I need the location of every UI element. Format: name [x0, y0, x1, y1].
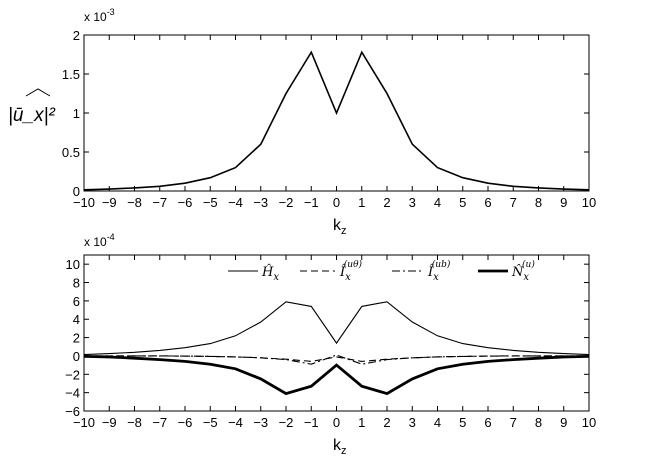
top-y-tick-label: 0.5: [62, 145, 80, 160]
bottom-x-tick-label: 3: [409, 415, 416, 430]
bottom-y-tick-label: −4: [65, 386, 80, 401]
top-y-tick-label: 0: [73, 184, 80, 199]
bottom-x-tick-label: −6: [178, 415, 193, 430]
top-line-group: [83, 50, 590, 191]
bottom-y-tick-label: −6: [65, 404, 80, 419]
top-x-tick-label: −1: [304, 195, 319, 210]
legend-label-n: N̂x(u): [511, 259, 535, 283]
bottom-x-tick-label: 10: [582, 415, 596, 430]
top-y-axis-label: |ū_x|²: [8, 88, 56, 126]
legend-label-i-ub: Îx(ub): [427, 259, 451, 283]
top-x-tick-label: 9: [560, 195, 567, 210]
top-x-tick-label: 8: [535, 195, 542, 210]
bottom-x-tick-label: 1: [358, 415, 365, 430]
top-x-tick-label: 2: [383, 195, 390, 210]
top-x-tick-label: 1: [358, 195, 365, 210]
bottom-tick-group: −10 −9 −8 −7 −6 −5 −4 −3 −2 −1 0 1 2 3 4 5 6 7 8 9 10−6−4−20…: [65, 255, 596, 430]
bottom-x-tick-label: −8: [127, 415, 142, 430]
bottom-x-tick-label: −7: [152, 415, 167, 430]
bottom-x-tick-label: −3: [253, 415, 268, 430]
bottom-x-tick-label: −4: [228, 415, 243, 430]
top-x-tick-label: −10: [73, 195, 95, 210]
legend: Ĥx Îx(uθ) Îx(ub) N̂x(u): [228, 259, 535, 283]
bottom-x-tick-label: 2: [383, 415, 390, 430]
top-y-axis-label-hat: [25, 88, 51, 97]
bottom-x-tick-label: 6: [484, 415, 491, 430]
top-x-tick-label: −2: [279, 195, 294, 210]
top-x-tick-label: −4: [228, 195, 243, 210]
bottom-y-tick-label: 4: [73, 312, 80, 327]
top-y-multiplier: x 10-3: [84, 7, 115, 24]
bottom-y-tick-label: 6: [73, 294, 80, 309]
bottom-y-tick-label: 8: [73, 276, 80, 291]
bottom-x-tick-label: 5: [459, 415, 466, 430]
bottom-x-tick-label: −9: [102, 415, 117, 430]
bottom-panel: −10 −9 −8 −7 −6 −5 −4 −3 −2 −1 0 1 2 3 4 5 6 7 8 9 10−6−4−20…: [65, 232, 596, 457]
bottom-y-tick-label: 2: [73, 331, 80, 346]
bottom-x-tick-label: −1: [304, 415, 319, 430]
top-x-tick-label: −8: [127, 195, 142, 210]
bottom-x-tick-label: 7: [510, 415, 517, 430]
bottom-x-tick-label: −5: [203, 415, 218, 430]
bottom-x-tick-label: 4: [434, 415, 441, 430]
bottom-y-multiplier: x 10-4: [84, 232, 115, 249]
bottom-x-tick-label: 0: [333, 415, 340, 430]
top-series-line-0: [83, 50, 590, 191]
bottom-series-line-3: [83, 355, 590, 396]
top-x-tick-label: −3: [253, 195, 268, 210]
top-y-axis-label-text: |ū_x|²: [8, 105, 56, 126]
bottom-y-tick-label: 0: [73, 349, 80, 364]
bottom-x-tick-label: −2: [279, 415, 294, 430]
bottom-y-tick-label: 10: [66, 257, 80, 272]
top-x-tick-label: 4: [434, 195, 441, 210]
top-x-tick-label: −9: [102, 195, 117, 210]
top-x-tick-label: 10: [582, 195, 596, 210]
bottom-x-tick-label: −10: [73, 415, 95, 430]
legend-label-i-utheta: Îx(uθ): [339, 259, 363, 283]
bottom-x-tick-label: 9: [560, 415, 567, 430]
bottom-series-line-2: [84, 354, 589, 365]
top-x-axis-label: kz: [333, 217, 347, 237]
legend-label-h: Ĥx: [261, 264, 279, 283]
top-x-tick-label: 3: [409, 195, 416, 210]
bottom-line-group: [83, 301, 590, 396]
bottom-series-line-1: [84, 355, 589, 362]
top-y-tick-label: 1.5: [62, 67, 80, 82]
bottom-y-tick-label: −2: [65, 367, 80, 382]
top-y-tick-label: 1: [73, 106, 80, 121]
top-x-tick-label: 7: [510, 195, 517, 210]
bottom-x-tick-label: 8: [535, 415, 542, 430]
top-x-tick-label: −7: [152, 195, 167, 210]
bottom-x-axis-label: kz: [333, 437, 347, 457]
top-x-tick-label: −5: [203, 195, 218, 210]
top-x-tick-label: 6: [484, 195, 491, 210]
top-y-tick-label: 2: [73, 28, 80, 43]
top-tick-group: −10 −9 −8 −7 −6 −5 −4 −3 −2 −1 0 1 2 3 4 5 6 7 8 9 1000.511.…: [62, 28, 596, 210]
bottom-series-line-0: [83, 301, 590, 356]
top-panel: −10 −9 −8 −7 −6 −5 −4 −3 −2 −1 0 1 2 3 4 5 6 7 8 9 1000.511.…: [8, 7, 596, 237]
top-x-tick-label: 5: [459, 195, 466, 210]
top-x-tick-label: 0: [333, 195, 340, 210]
top-x-tick-label: −6: [178, 195, 193, 210]
